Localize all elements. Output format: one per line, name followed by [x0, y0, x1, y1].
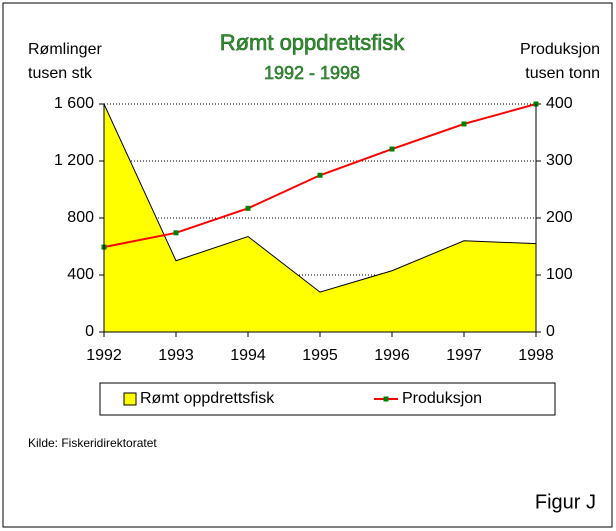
x-tick-label: 1993 [158, 347, 194, 364]
y2-axis-label: Produksjon [520, 41, 600, 58]
y-tick-label: 400 [67, 266, 94, 283]
y2-tick-label: 100 [546, 266, 573, 283]
y-tick-label: 1 600 [54, 95, 94, 112]
y-tick-label: 800 [67, 209, 94, 226]
marker [245, 205, 251, 211]
legend-swatch [383, 396, 389, 402]
y2-axis-label: tusen tonn [525, 65, 600, 82]
y-axis-label: Rømlinger [28, 41, 102, 58]
marker [461, 121, 467, 127]
y-axis-label: tusen stk [28, 65, 93, 82]
y2-tick-label: 0 [546, 323, 555, 340]
x-tick-label: 1992 [86, 347, 122, 364]
x-tick-label: 1998 [518, 347, 554, 364]
x-tick-label: 1994 [230, 347, 266, 364]
legend-label: Produksjon [402, 390, 482, 407]
y2-tick-label: 300 [546, 152, 573, 169]
x-tick-label: 1996 [374, 347, 410, 364]
marker [173, 230, 179, 236]
y-tick-label: 1 200 [54, 152, 94, 169]
y2-tick-label: 200 [546, 209, 573, 226]
source: Kilde: Fiskeridirektoratet [28, 436, 157, 450]
legend [99, 382, 556, 416]
y2-tick-label: 400 [546, 95, 573, 112]
x-tick-label: 1995 [302, 347, 338, 364]
chart-title: Rømt oppdrettsfisk [220, 30, 406, 55]
y-tick-label: 0 [85, 323, 94, 340]
marker [317, 172, 323, 178]
x-tick-label: 1997 [446, 347, 482, 364]
legend-label: Rømt oppdrettsfisk [140, 390, 275, 407]
legend-swatch [123, 392, 137, 406]
marker [389, 146, 395, 152]
annotation: Figur J [535, 491, 596, 513]
chart-subtitle: 1992 - 1998 [264, 63, 360, 83]
